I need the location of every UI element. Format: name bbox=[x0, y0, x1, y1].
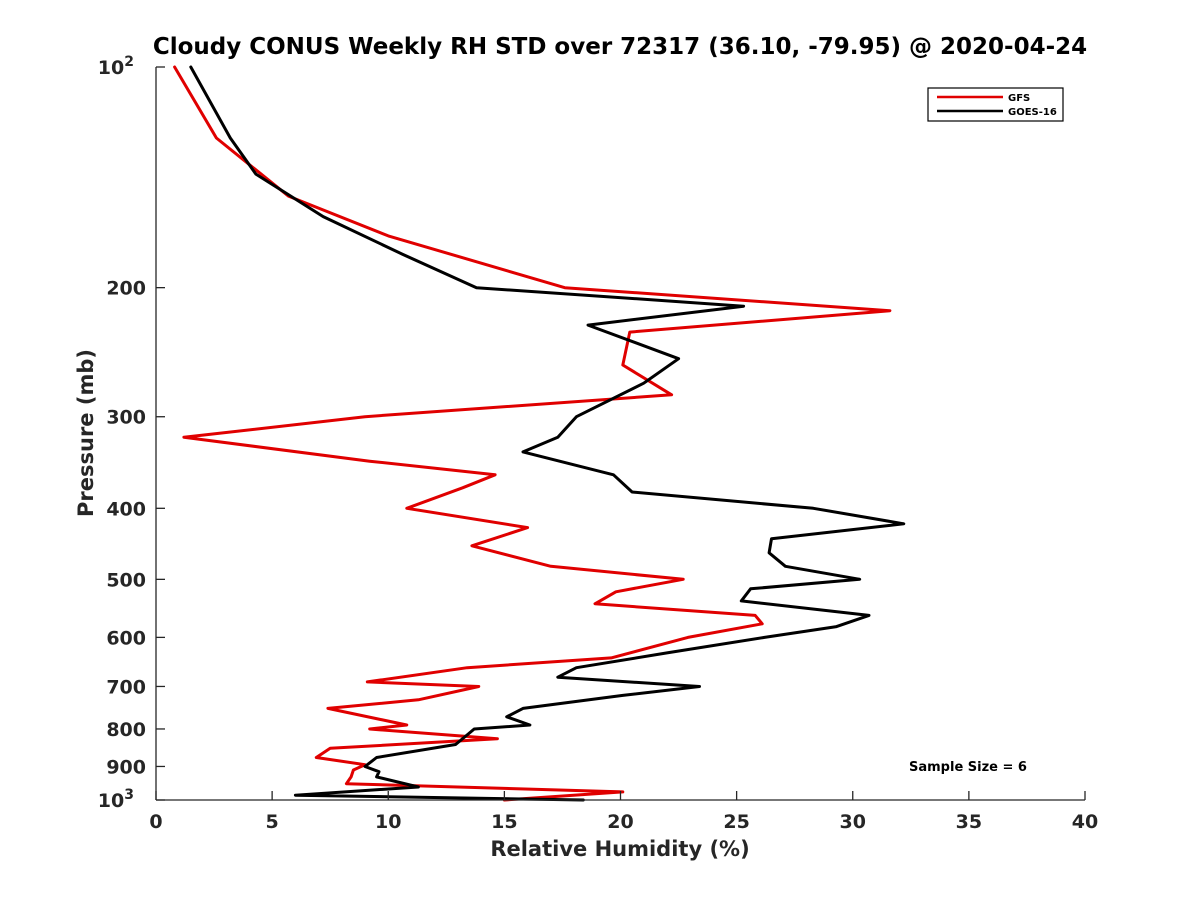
y-tick-label: 900 bbox=[106, 756, 146, 778]
x-tick-label: 15 bbox=[491, 811, 517, 833]
y-tick-label: 200 bbox=[106, 278, 146, 300]
axes: 0 5 10 15 20 25 30 35 40 102 200 300 400 500 600 700 800… bbox=[98, 54, 1098, 833]
y-tick-label: 800 bbox=[106, 719, 146, 741]
y-tick-label: 700 bbox=[106, 676, 146, 698]
x-tick-label: 20 bbox=[607, 811, 633, 833]
y-tick-label: 400 bbox=[106, 498, 146, 520]
y-tick-label: 500 bbox=[106, 569, 146, 591]
y-tick-label: 103 bbox=[98, 787, 134, 812]
sample-size-annotation: Sample Size = 6 bbox=[909, 760, 1027, 775]
legend-label-gfs: GFS bbox=[1008, 93, 1030, 104]
x-tick-label: 30 bbox=[840, 811, 866, 833]
x-tick-label: 5 bbox=[266, 811, 279, 833]
series-line-gfs bbox=[173, 65, 892, 802]
chart-legend: GFS GOES-16 bbox=[927, 87, 1064, 122]
y-tick-label: 102 bbox=[98, 54, 134, 79]
legend-box bbox=[927, 87, 1064, 122]
x-axis-label: Relative Humidity (%) bbox=[490, 837, 749, 861]
y-tick-label: 300 bbox=[106, 407, 146, 429]
y-axis-label: Pressure (mb) bbox=[74, 349, 98, 517]
legend-label-goes-16: GOES-16 bbox=[1008, 107, 1057, 118]
y-tick-label: 600 bbox=[106, 627, 146, 649]
series-layer bbox=[173, 65, 906, 802]
x-tick-label: 10 bbox=[375, 811, 401, 833]
x-tick-label: 0 bbox=[149, 811, 162, 833]
x-tick-label: 25 bbox=[723, 811, 749, 833]
chart-title: Cloudy CONUS Weekly RH STD over 72317 (3… bbox=[153, 34, 1087, 60]
x-tick-label: 35 bbox=[956, 811, 982, 833]
series-line-goes-16 bbox=[189, 65, 906, 802]
x-tick-label: 40 bbox=[1072, 811, 1098, 833]
